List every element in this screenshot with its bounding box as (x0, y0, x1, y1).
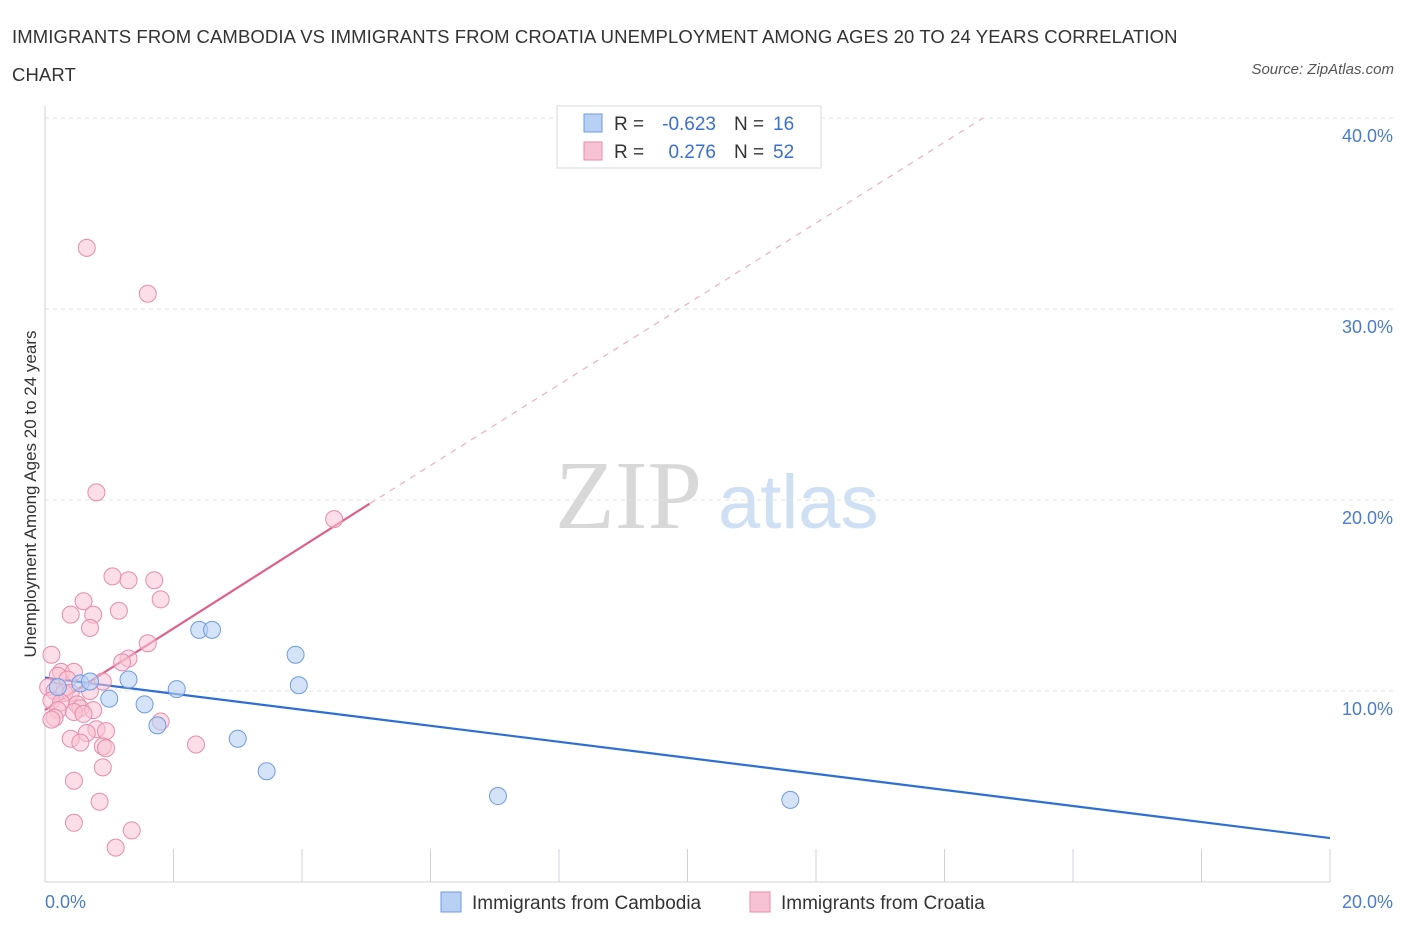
point-cambodia (167, 680, 186, 699)
point-croatia (71, 733, 90, 752)
point-croatia (186, 735, 205, 754)
y-tick-label: 30.0% (1342, 317, 1393, 337)
point-croatia (109, 601, 128, 620)
point-cambodia (119, 670, 138, 689)
point-croatia (151, 590, 170, 609)
point-croatia (80, 618, 99, 637)
series-legend: Immigrants from Cambodia Immigrants from… (440, 891, 985, 914)
legend-swatch-cambodia (583, 113, 603, 133)
watermark-atlas: atlas (718, 460, 879, 545)
point-cambodia (781, 790, 800, 809)
point-croatia (42, 645, 61, 664)
grid-lines (45, 117, 1395, 692)
point-cambodia (48, 678, 67, 697)
point-croatia (97, 739, 116, 758)
legend-n-value-cambodia: 16 (773, 114, 794, 135)
point-croatia (74, 592, 93, 611)
point-croatia (325, 510, 344, 529)
legend-n-value-croatia: 52 (773, 142, 794, 163)
point-cambodia (148, 716, 167, 735)
point-croatia (42, 710, 61, 729)
point-cambodia (286, 645, 305, 664)
point-croatia (106, 838, 125, 857)
point-croatia (97, 722, 116, 741)
legend-r-label-croatia: R = (614, 142, 644, 163)
point-croatia (64, 813, 83, 832)
data-points (39, 238, 800, 857)
point-cambodia (80, 672, 99, 691)
legend-r-label-cambodia: R = (614, 114, 644, 135)
legend-swatch-croatia (583, 141, 603, 161)
point-croatia (103, 567, 122, 586)
point-croatia (119, 571, 138, 590)
point-croatia (145, 571, 164, 590)
point-cambodia (135, 695, 154, 714)
point-croatia (113, 653, 132, 672)
point-croatia (122, 821, 141, 840)
x-tick-label: 0.0% (45, 892, 86, 912)
watermark-zip: ZIP (555, 442, 702, 550)
y-axis-title: Unemployment Among Ages 20 to 24 years (21, 331, 40, 658)
legend-r-value-croatia: 0.276 (668, 142, 716, 163)
axes (44, 106, 1331, 883)
point-croatia (77, 238, 96, 257)
y-tick-label: 10.0% (1342, 699, 1393, 719)
y-tick-label: 40.0% (1342, 126, 1393, 146)
point-cambodia (289, 676, 308, 695)
bottom-legend-label-cambodia: Immigrants from Cambodia (472, 893, 702, 914)
point-croatia (93, 758, 112, 777)
legend-n-label-cambodia: N = (734, 114, 764, 135)
point-cambodia (100, 689, 119, 708)
bottom-legend-swatch-croatia (749, 891, 771, 913)
point-croatia (138, 284, 157, 303)
point-croatia (90, 792, 109, 811)
x-tick-labels: 0.0% 20.0% (45, 892, 1393, 912)
point-croatia (87, 483, 106, 502)
chart-title: IMMIGRANTS FROM CAMBODIA VS IMMIGRANTS F… (12, 26, 1178, 85)
trend-line-cambodia (44, 676, 1331, 840)
point-cambodia (203, 620, 222, 639)
legend-n-label-croatia: N = (734, 142, 764, 163)
point-croatia (61, 605, 80, 624)
point-croatia (138, 634, 157, 653)
bottom-legend-swatch-cambodia (440, 891, 462, 913)
correlation-legend: R = -0.623 N = 16 R = 0.276 N = 52 (556, 105, 822, 169)
legend-r-value-cambodia: -0.623 (662, 114, 716, 135)
y-tick-label: 20.0% (1342, 508, 1393, 528)
bottom-legend-label-croatia: Immigrants from Croatia (781, 893, 985, 914)
source-label: Source: ZipAtlas.com (1251, 61, 1394, 78)
point-cambodia (488, 787, 507, 806)
point-croatia (74, 704, 93, 723)
x-tick-label: 20.0% (1342, 892, 1393, 912)
point-cambodia (228, 729, 247, 748)
point-croatia (64, 771, 83, 790)
y-tick-labels: 10.0% 20.0% 30.0% 40.0% (1342, 126, 1393, 719)
trend-line-croatia-extension (369, 117, 984, 505)
point-cambodia (257, 762, 276, 781)
